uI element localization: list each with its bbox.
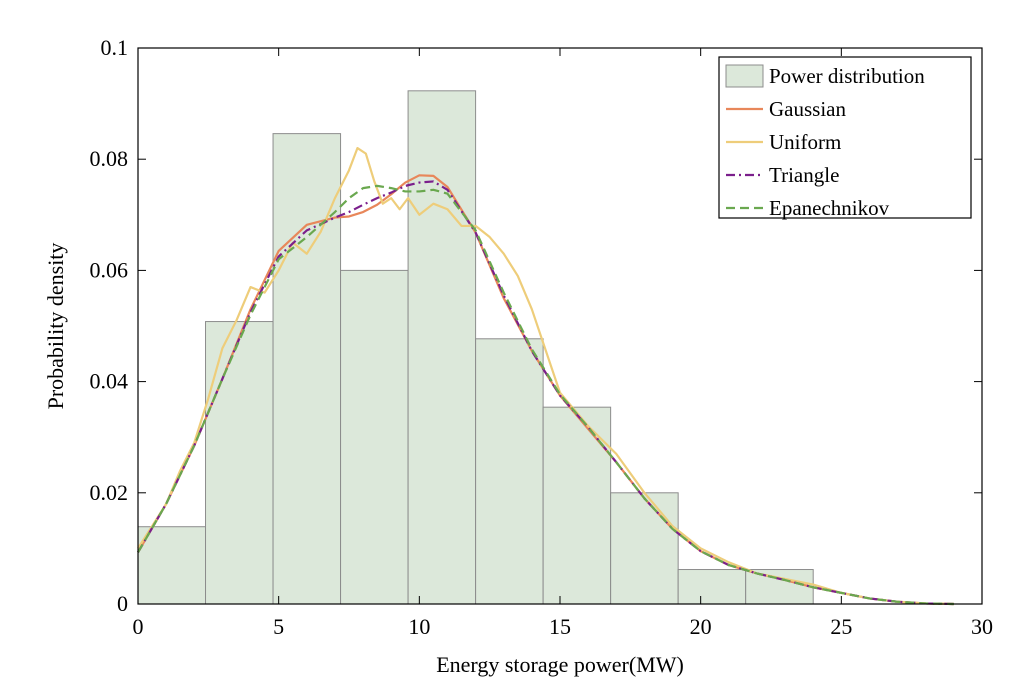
x-tick-label: 30 (971, 614, 993, 639)
y-tick-label: 0.08 (90, 146, 129, 171)
histogram-bar (745, 569, 814, 605)
y-tick-label: 0 (117, 591, 128, 616)
legend: Power distribution Gaussian Uniform Triang… (718, 56, 972, 220)
x-tick-label: 5 (273, 614, 284, 639)
histogram-bar (205, 321, 274, 605)
legend-label-epanechnikov: Epanechnikov (769, 196, 890, 220)
x-tick-label: 20 (690, 614, 712, 639)
y-tick-label: 0.06 (90, 257, 129, 282)
histogram-bar (340, 269, 409, 605)
legend-label-uniform: Uniform (769, 130, 841, 154)
density-curves (137, 146, 954, 606)
histogram-bar (137, 526, 207, 605)
histogram-bar (272, 133, 342, 605)
histogram-bar (677, 569, 747, 605)
legend-swatch-power-distribution (725, 64, 764, 88)
x-tick-label: 15 (549, 614, 571, 639)
x-tick-label: 25 (830, 614, 852, 639)
histogram-bar (475, 338, 544, 605)
x-tick-label: 10 (408, 614, 430, 639)
y-tick-label: 0.1 (101, 35, 129, 60)
y-tick-label: 0.04 (90, 369, 129, 394)
series-line-uniform (137, 146, 954, 606)
legend-label-gaussian: Gaussian (769, 97, 846, 121)
y-tick-label: 0.02 (90, 480, 129, 505)
series-line-epanechnikov (137, 184, 954, 606)
histogram-bar (407, 90, 477, 605)
x-tick-label: 0 (133, 614, 144, 639)
y-axis-label: Probability density (43, 243, 68, 410)
x-axis-label: Energy storage power(MW) (436, 652, 684, 677)
legend-label-triangle: Triangle (769, 163, 839, 187)
histogram-bars (137, 90, 814, 605)
histogram-bar (542, 406, 612, 605)
histogram-bar (610, 492, 679, 605)
legend-label-power-distribution: Power distribution (769, 64, 925, 88)
axis-ticks: 0 5 10 15 20 25 30 0 0.02 0.04 0.06 0.08 0.1 (90, 35, 994, 639)
